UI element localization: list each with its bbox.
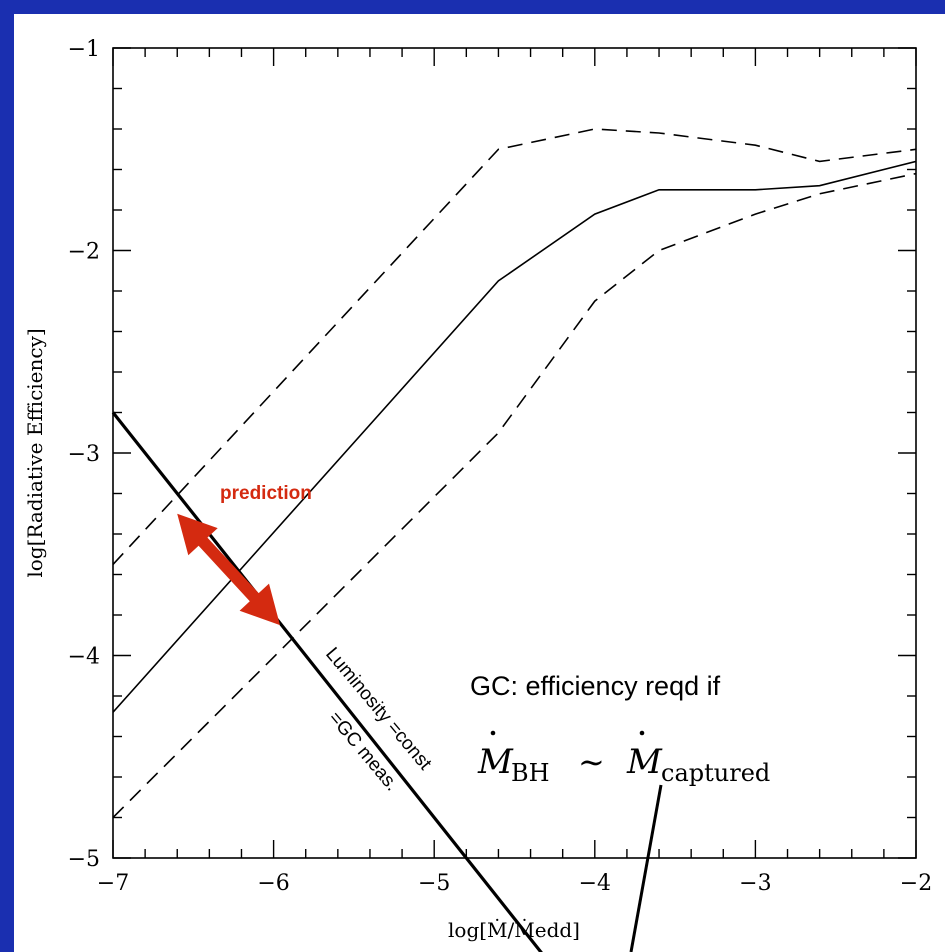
series-line-solid (113, 160, 916, 713)
dot-accent-bh (490, 730, 496, 736)
y-tick-label: −2 (68, 240, 100, 265)
y-tick-labels: −5 −4 −3 −2 −1 (68, 37, 100, 872)
y-tick-label: −3 (68, 442, 100, 467)
y-tick-label: −4 (68, 645, 100, 670)
x-tick-label: −3 (739, 871, 771, 896)
formula-sim: ∼ (578, 743, 605, 781)
x-tick-labels: −7 −6 −5 −4 −3 −2 (97, 871, 932, 896)
prediction-arrow (177, 513, 280, 626)
dot-accent-captured (639, 730, 645, 736)
prediction-label: prediction (220, 483, 312, 504)
series-line-dashed-1 (113, 128, 916, 565)
tick-marks (112, 47, 917, 859)
y-axis-label: log[Radiative Efficiency] (23, 328, 47, 577)
gc-pointer-line (629, 784, 663, 952)
plot-frame (112, 47, 917, 859)
formula-m-captured: M (626, 742, 663, 782)
x-axis-label: log[Ṁ/Ṁedd] (448, 918, 580, 942)
x-tick-label: −7 (97, 871, 129, 896)
luminosity-const-line (111, 411, 543, 952)
gc-formula: M BH ∼ M captured (477, 730, 770, 787)
series-group (113, 128, 916, 819)
x-tick-label: −5 (418, 871, 450, 896)
formula-m-bh: M (477, 742, 514, 782)
formula-sub-bh: BH (511, 759, 550, 787)
y-tick-label: −1 (68, 37, 100, 62)
x-tick-label: −4 (579, 871, 611, 896)
y-tick-label: −5 (68, 847, 100, 872)
annotations (111, 411, 663, 952)
x-tick-label: −6 (257, 871, 289, 896)
formula-sub-captured: captured (661, 759, 770, 787)
gc-efficiency-label: GC: efficiency reqd if (470, 671, 721, 701)
x-tick-label: −2 (900, 871, 932, 896)
